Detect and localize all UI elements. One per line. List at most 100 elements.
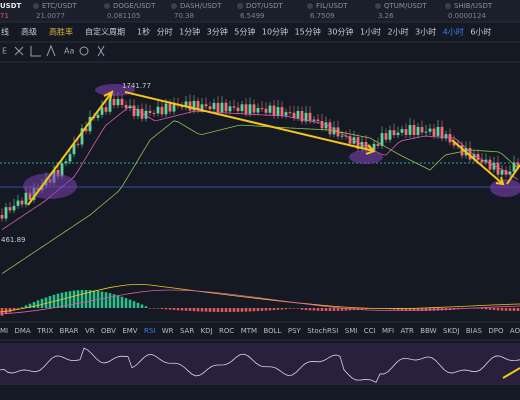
candle-body bbox=[132, 105, 136, 117]
indicator-tab[interactable]: MTM bbox=[241, 327, 257, 335]
ticker-pair[interactable]: FIL/USDT bbox=[316, 2, 348, 10]
candle-body bbox=[404, 129, 408, 135]
toolbar-item[interactable]: 10分钟 bbox=[262, 27, 288, 37]
candle-body bbox=[416, 126, 420, 136]
tool-icon[interactable] bbox=[14, 46, 24, 56]
drawing-tools[interactable] bbox=[14, 44, 105, 57]
candle-body bbox=[460, 145, 464, 156]
ticker-pair[interactable]: ETC/USDT bbox=[42, 2, 77, 10]
indicator-tab[interactable]: AO bbox=[510, 327, 520, 335]
indicator-tab[interactable]: SMI bbox=[345, 327, 358, 335]
toolbar-item[interactable]: 自定义周期 bbox=[85, 27, 125, 37]
ticker-pair[interactable]: SHIB/USDT bbox=[454, 2, 493, 10]
macd-bar bbox=[152, 308, 156, 309]
ticker-pair[interactable]: DOT/USDT bbox=[246, 2, 283, 10]
candle-body bbox=[420, 126, 424, 133]
candle-body bbox=[184, 101, 188, 108]
macd-bar bbox=[120, 296, 124, 308]
candle-body bbox=[20, 200, 24, 205]
indicator-tab[interactable]: PSY bbox=[288, 327, 302, 335]
macd-bar bbox=[260, 308, 264, 311]
candle-body bbox=[436, 126, 440, 136]
candle-body bbox=[428, 128, 432, 132]
macd-bar bbox=[44, 297, 48, 308]
candle-body bbox=[200, 104, 204, 110]
macd-bar bbox=[56, 293, 60, 308]
macd-bar bbox=[252, 308, 256, 312]
macd-bar bbox=[312, 308, 316, 311]
tool-label[interactable]: E bbox=[2, 47, 7, 56]
indicator-tab[interactable]: DMA bbox=[15, 327, 31, 335]
macd-bar bbox=[148, 308, 152, 309]
toolbar-item[interactable]: 高胜率 bbox=[49, 27, 73, 37]
candle-body bbox=[500, 170, 504, 175]
indicator-tab[interactable]: KDJ bbox=[201, 327, 213, 335]
indicator-tab[interactable]: RSI bbox=[144, 327, 155, 335]
toolbar-item[interactable]: 1秒 bbox=[137, 27, 150, 37]
indicator-tab[interactable]: StochRSI bbox=[307, 327, 338, 335]
tool-icon[interactable] bbox=[46, 44, 56, 57]
ticker-pair[interactable]: QTUM/USDT bbox=[384, 2, 427, 10]
macd-bar bbox=[500, 308, 504, 311]
tool-icon[interactable] bbox=[79, 46, 89, 56]
toolbar-item[interactable]: 分时 bbox=[157, 27, 173, 37]
macd-bar bbox=[92, 290, 96, 308]
toolbar-item[interactable]: 4小时 bbox=[443, 27, 464, 37]
candle-body bbox=[316, 119, 320, 121]
candle-body bbox=[312, 119, 316, 121]
toolbar-item[interactable]: 1小时 bbox=[360, 27, 381, 37]
indicator-tab[interactable]: MFI bbox=[382, 327, 394, 335]
candle-body bbox=[240, 104, 244, 112]
macd-bar bbox=[288, 308, 292, 309]
macd-bar bbox=[32, 302, 36, 308]
indicator-tab[interactable]: CCI bbox=[364, 327, 376, 335]
ticker-pair[interactable]: USDT bbox=[0, 2, 22, 10]
candle-body bbox=[124, 104, 128, 109]
indicator-tab[interactable]: WR bbox=[162, 327, 174, 335]
indicator-tab[interactable]: DPO bbox=[488, 327, 504, 335]
candle-body bbox=[340, 135, 344, 137]
candle-body bbox=[0, 215, 4, 219]
macd-bar bbox=[316, 308, 320, 311]
toolbar-item[interactable]: 高级 bbox=[21, 27, 37, 37]
indicator-tab[interactable]: BRAR bbox=[60, 327, 79, 335]
candle-body bbox=[468, 148, 472, 160]
ticker-pair[interactable]: DOGE/USDT bbox=[113, 2, 156, 10]
toolbar-item[interactable]: 5分钟 bbox=[234, 27, 255, 37]
indicator-tab[interactable]: ATR bbox=[401, 327, 415, 335]
toolbar-item[interactable]: 6小时 bbox=[470, 27, 491, 37]
tool-icon[interactable] bbox=[30, 46, 41, 57]
indicator-tab[interactable]: SAR bbox=[180, 327, 194, 335]
macd-bar bbox=[176, 308, 180, 311]
toolbar-item[interactable]: 30分钟 bbox=[327, 27, 353, 37]
indicator-tab[interactable]: SKDJ bbox=[443, 327, 460, 335]
toolbar-item[interactable]: 3小时 bbox=[415, 27, 436, 37]
candle-body bbox=[4, 207, 8, 219]
indicator-tab[interactable]: BBW bbox=[420, 327, 436, 335]
indicator-tab[interactable]: BOLL bbox=[263, 327, 281, 335]
candle-body bbox=[228, 106, 232, 112]
indicator-tab[interactable]: ROC bbox=[219, 327, 234, 335]
ticker-pair[interactable]: DASH/USDT bbox=[180, 2, 222, 10]
indicator-tab[interactable]: OBV bbox=[101, 327, 116, 335]
macd-bar bbox=[244, 308, 248, 312]
candle-body bbox=[224, 102, 228, 112]
toolbar-item[interactable]: 1分钟 bbox=[179, 27, 200, 37]
candle-body bbox=[272, 105, 276, 116]
tool-icon[interactable] bbox=[97, 45, 105, 57]
candle-body bbox=[328, 122, 332, 135]
ticker-price: 70.38 bbox=[174, 12, 194, 20]
indicator-tab[interactable]: MI bbox=[0, 327, 8, 335]
macd-bar bbox=[408, 308, 412, 311]
toolbar-item[interactable]: 3分钟 bbox=[207, 27, 228, 37]
indicator-tab[interactable]: TRIX bbox=[36, 327, 53, 335]
toolbar-item[interactable]: 线 bbox=[1, 27, 9, 37]
indicator-tab[interactable]: BIAS bbox=[466, 327, 483, 335]
toolbar-item[interactable]: 15分钟 bbox=[295, 27, 321, 37]
toolbar-item[interactable]: 2小时 bbox=[388, 27, 409, 37]
indicator-tab[interactable]: VR bbox=[85, 327, 95, 335]
indicator-tab[interactable]: EMV bbox=[122, 327, 137, 335]
text-tool[interactable]: Aa bbox=[64, 47, 74, 56]
candle-body bbox=[492, 162, 496, 170]
macd-bar bbox=[40, 298, 44, 308]
